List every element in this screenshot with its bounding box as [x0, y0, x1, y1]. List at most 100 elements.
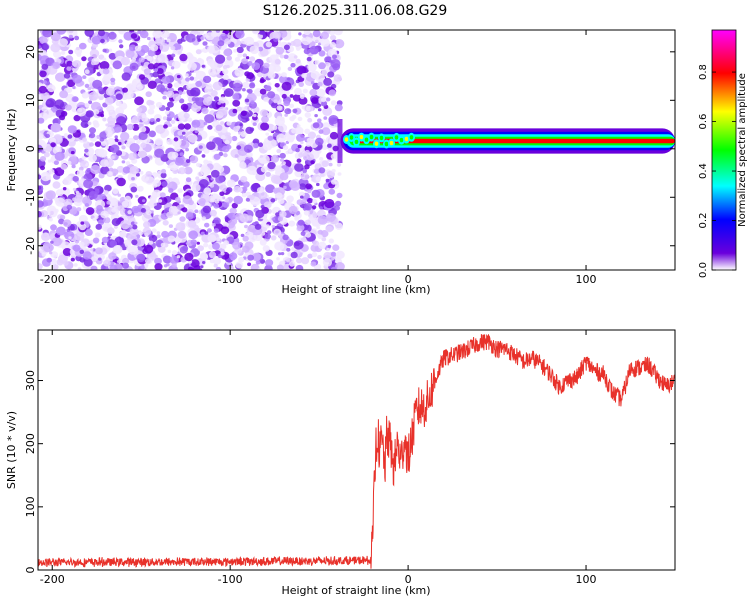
- spectrogram-noise-cell: [251, 30, 260, 35]
- spectrogram-noise-cell: [154, 138, 164, 146]
- spectrogram-noise-cell: [290, 62, 296, 68]
- spectrogram-noise-cell: [295, 58, 301, 64]
- spectrogram-noise-cell: [97, 86, 103, 92]
- spectrogram-noise-cell: [246, 151, 253, 158]
- spectrogram-noise-cell: [249, 82, 256, 89]
- spectrogram-noise-cell: [265, 132, 270, 136]
- spectrogram-noise-cell: [215, 30, 220, 33]
- spectrogram-noise-cell: [148, 234, 158, 243]
- spectrogram-noise-cell: [163, 124, 168, 129]
- spectrogram-noise-cell: [224, 198, 229, 203]
- spectrogram-noise-cell: [40, 165, 45, 171]
- spectrogram-noise-cell: [291, 114, 297, 120]
- spectrogram-noise-cell: [120, 132, 130, 141]
- spectrogram-noise-cell: [220, 121, 225, 125]
- spectrogram-noise-cell: [321, 100, 328, 107]
- spectrogram-noise-cell: [220, 135, 226, 140]
- spectrogram-noise-cell: [79, 42, 87, 50]
- spectrogram-noise-cell: [215, 164, 222, 171]
- spectrogram-noise-cell: [333, 30, 343, 36]
- spectrogram-noise-cell: [328, 89, 336, 97]
- spectrogram-noise-cell: [202, 41, 208, 46]
- spectrogram-noise-cell: [200, 36, 205, 41]
- spectrogram-noise-cell: [161, 230, 169, 238]
- spectrogram-noise-cell: [286, 247, 291, 252]
- spectrogram-noise-cell: [299, 94, 305, 100]
- spectrogram-noise-cell: [320, 31, 329, 40]
- spectrogram-noise-cell: [111, 208, 117, 213]
- spectrogram-noise-cell: [307, 117, 313, 123]
- spectrogram-noise-cell: [149, 104, 156, 110]
- spectrogram-noise-cell: [217, 40, 225, 47]
- spectrogram-noise-cell: [153, 179, 162, 187]
- spectrogram-noise-cell: [184, 73, 189, 77]
- spectrogram-noise-cell: [170, 119, 176, 124]
- spectrogram-noise-cell: [196, 241, 200, 245]
- spectrogram-noise-cell: [251, 62, 261, 70]
- spectrogram-noise-cell: [319, 157, 324, 161]
- spectrogram-noise-cell: [281, 72, 287, 78]
- spectrogram-noise-cell: [303, 48, 311, 55]
- spectrogram-noise-cell: [233, 195, 243, 205]
- spectrogram-noise-cell: [148, 240, 154, 245]
- spectrogram-noise-cell: [283, 44, 290, 51]
- y-tick-label: 0: [24, 567, 37, 574]
- spectrogram-noise-cell: [153, 202, 158, 206]
- spectrogram-noise-cell: [277, 216, 283, 222]
- spectrogram-noise-cell: [172, 49, 178, 55]
- spectrogram-noise-cell: [66, 87, 73, 93]
- spectrogram-noise-cell: [335, 262, 345, 270]
- spectrogram-noise-cell: [202, 261, 206, 264]
- spectrogram-noise-cell: [330, 179, 337, 185]
- spectrogram-noise-cell: [76, 169, 85, 177]
- spectrogram-noise-cell: [93, 122, 100, 128]
- spectrogram-noise-cell: [71, 96, 79, 103]
- spectrogram-noise-cell: [294, 163, 304, 172]
- spectrogram-noise-cell: [74, 35, 80, 41]
- spectrogram-noise-cell: [145, 171, 153, 177]
- spectrogram-noise-cell: [83, 258, 93, 267]
- spectrogram-noise-cell: [239, 123, 243, 127]
- spectrogram-noise-cell: [317, 118, 322, 123]
- spectrogram-noise-cell: [197, 38, 201, 42]
- spectrogram-noise-cell: [214, 199, 220, 204]
- spectrogram-noise-cell: [226, 187, 233, 193]
- spectrogram-noise-cell: [241, 58, 248, 65]
- spectrogram-noise-cell: [211, 223, 216, 227]
- spectrogram-noise-cell: [85, 110, 94, 118]
- spectrogram-noise-cell: [158, 196, 168, 206]
- spectrogram-noise-cell: [71, 164, 76, 169]
- spectrogram-band-blob-core: [344, 137, 349, 142]
- spectrogram-noise-cell: [84, 83, 90, 88]
- spectrogram-noise-cell: [139, 170, 144, 175]
- spectrogram-noise-cell: [49, 251, 53, 255]
- spectrogram-noise-cell: [287, 30, 292, 35]
- spectrogram-noise-cell: [316, 182, 320, 187]
- spectrogram-noise-cell: [300, 141, 304, 145]
- spectrogram-noise-cell: [265, 224, 270, 229]
- spectrogram-noise-cell: [136, 139, 141, 144]
- spectrogram-noise-cell: [89, 49, 100, 58]
- spectrogram-noise-cell: [258, 30, 265, 35]
- spectrogram-noise-cell: [121, 229, 126, 233]
- spectrogram-noise-cell: [179, 246, 188, 254]
- spectrogram-noise-cell: [275, 192, 283, 199]
- colorbar-tick-label: 0.6: [698, 114, 709, 130]
- spectrogram-noise-cell: [221, 145, 230, 153]
- spectrogram-noise-cell: [194, 130, 199, 134]
- spectrogram-noise-cell: [329, 30, 335, 36]
- spectrogram-noise-cell: [297, 219, 305, 226]
- spectrogram-noise-cell: [312, 213, 318, 218]
- spectrogram-noise-cell: [58, 38, 68, 47]
- spectrogram-noise-cell: [160, 242, 166, 248]
- spectrogram-noise-cell: [180, 103, 189, 111]
- spectrogram-noise-cell: [267, 230, 272, 235]
- spectrogram-noise-cell: [200, 265, 204, 269]
- spectrogram-x-ticks: -200 -100 0 100: [40, 30, 597, 286]
- spectrogram-noise-cell: [139, 126, 147, 133]
- spectrogram-noise-cell: [185, 77, 190, 82]
- spectrogram-noise-cell: [129, 143, 140, 153]
- spectrogram-noise-cell: [307, 189, 312, 194]
- spectrogram-onset-smear: [337, 119, 343, 163]
- spectrogram-noise-cell: [330, 34, 337, 41]
